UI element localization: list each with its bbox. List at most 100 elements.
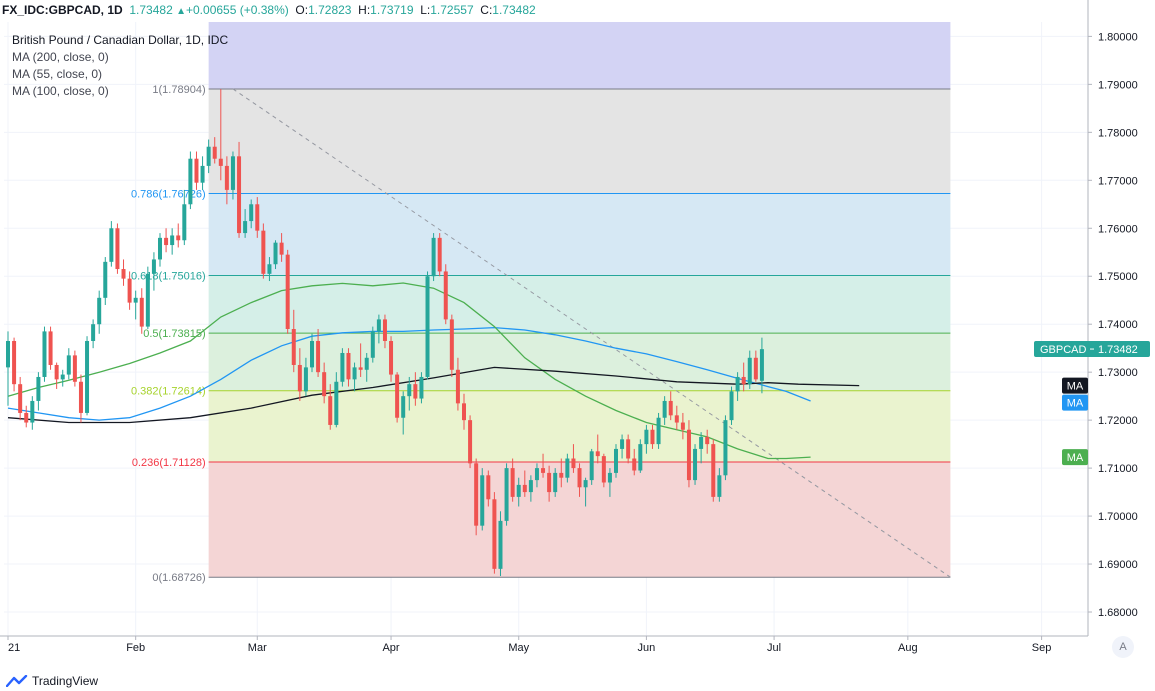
candle-body[interactable]	[443, 271, 448, 320]
candle-body[interactable]	[699, 436, 704, 449]
candle-body[interactable]	[741, 376, 746, 385]
candle-body[interactable]	[328, 396, 333, 425]
price-tick-label[interactable]: 1.69000	[1098, 559, 1138, 571]
candle-body[interactable]	[711, 444, 716, 497]
candle-body[interactable]	[407, 384, 412, 397]
candle-body[interactable]	[395, 374, 400, 418]
candle-body[interactable]	[607, 472, 612, 483]
ma-badge[interactable]	[1062, 449, 1088, 466]
candle-body[interactable]	[133, 297, 138, 303]
candle-body[interactable]	[115, 228, 120, 270]
price-tick-label[interactable]: 1.78000	[1098, 127, 1138, 139]
candle-body[interactable]	[474, 463, 479, 526]
candle-body[interactable]	[662, 400, 667, 418]
candle-body[interactable]	[455, 369, 460, 404]
candle-body[interactable]	[382, 319, 387, 341]
candle-body[interactable]	[686, 429, 691, 481]
price-tick-label[interactable]: 1.68000	[1098, 607, 1138, 619]
candle-body[interactable]	[188, 158, 193, 205]
candle-body[interactable]	[656, 417, 661, 445]
candle-body[interactable]	[139, 297, 144, 327]
candle-body[interactable]	[12, 340, 17, 385]
candle-body[interactable]	[370, 331, 375, 358]
price-tick-label[interactable]: 1.77000	[1098, 175, 1138, 187]
candle-body[interactable]	[182, 204, 187, 241]
candle-body[interactable]	[492, 499, 497, 569]
candle-body[interactable]	[54, 364, 59, 380]
candle-body[interactable]	[97, 297, 102, 325]
candle-body[interactable]	[565, 458, 570, 478]
candle-body[interactable]	[480, 475, 485, 526]
chart-title[interactable]: British Pound / Canadian Dollar, 1D, IDC	[12, 33, 229, 47]
candle-body[interactable]	[717, 475, 722, 497]
candle-body[interactable]	[437, 237, 442, 272]
candle-body[interactable]	[735, 376, 740, 392]
candle-body[interactable]	[723, 420, 728, 476]
candle-body[interactable]	[693, 448, 698, 481]
candle-body[interactable]	[273, 242, 278, 265]
candle-body[interactable]	[212, 146, 217, 159]
candle-body[interactable]	[583, 480, 588, 488]
candle-body[interactable]	[194, 158, 199, 183]
time-tick-label[interactable]: 21	[8, 642, 20, 654]
candle-body[interactable]	[759, 349, 764, 381]
candle-body[interactable]	[170, 235, 175, 246]
time-tick-label[interactable]: Mar	[248, 642, 267, 654]
candle-body[interactable]	[127, 278, 132, 303]
candle-body[interactable]	[534, 468, 539, 481]
candle-body[interactable]	[60, 374, 65, 380]
candle-body[interactable]	[705, 436, 710, 445]
candle-body[interactable]	[30, 400, 35, 423]
candle-body[interactable]	[419, 376, 424, 399]
candle-body[interactable]	[528, 480, 533, 493]
candle-body[interactable]	[650, 429, 655, 445]
candle-body[interactable]	[352, 367, 357, 380]
ma200-legend[interactable]: MA (200, close, 0)	[12, 50, 109, 64]
ma55-legend[interactable]: MA (55, close, 0)	[12, 67, 103, 81]
candle-body[interactable]	[680, 422, 685, 430]
candle-body[interactable]	[310, 340, 314, 368]
price-tick-label[interactable]: 1.70000	[1098, 511, 1138, 523]
candle-body[interactable]	[255, 204, 260, 231]
candle-body[interactable]	[346, 352, 351, 380]
candle-body[interactable]	[510, 468, 515, 497]
candle-body[interactable]	[285, 254, 290, 329]
candle-body[interactable]	[747, 357, 752, 385]
price-tick-label[interactable]: 1.80000	[1098, 31, 1138, 43]
candle-body[interactable]	[303, 367, 308, 392]
candle-body[interactable]	[577, 468, 582, 488]
candle-body[interactable]	[218, 158, 223, 166]
candle-body[interactable]	[638, 444, 643, 471]
price-tick-label[interactable]: 1.71000	[1098, 463, 1138, 475]
time-tick-label[interactable]: Feb	[126, 642, 145, 654]
candle-body[interactable]	[334, 381, 339, 425]
candle-body[interactable]	[200, 165, 205, 183]
candle-body[interactable]	[66, 355, 71, 375]
candle-body[interactable]	[109, 228, 114, 262]
symbol-name[interactable]: FX_IDC:GBPCAD, 1D	[2, 3, 123, 17]
candle-body[interactable]	[601, 456, 606, 483]
candle-body[interactable]	[571, 458, 576, 469]
candle-body[interactable]	[297, 364, 302, 392]
candle-body[interactable]	[486, 475, 491, 500]
time-tick-label[interactable]: Aug	[898, 642, 918, 654]
candle-body[interactable]	[504, 468, 509, 521]
candle-body[interactable]	[48, 331, 53, 365]
ma100-legend[interactable]: MA (100, close, 0)	[12, 84, 109, 98]
candle-body[interactable]	[413, 384, 418, 399]
candle-body[interactable]	[6, 340, 10, 368]
time-tick-label[interactable]: Jul	[767, 642, 781, 654]
ma100-line[interactable]	[7, 326, 811, 421]
candle-body[interactable]	[753, 357, 758, 380]
ma-badge[interactable]	[1062, 377, 1088, 394]
fib-trend-line[interactable]	[232, 88, 951, 578]
candle-body[interactable]	[151, 259, 156, 274]
candle-body[interactable]	[158, 237, 162, 260]
ma55-line[interactable]	[7, 282, 811, 460]
candle-body[interactable]	[553, 472, 558, 493]
price-tick-label[interactable]: 1.79000	[1098, 79, 1138, 91]
candle-body[interactable]	[103, 261, 108, 298]
candle-body[interactable]	[206, 146, 211, 166]
candle-body[interactable]	[121, 269, 126, 279]
